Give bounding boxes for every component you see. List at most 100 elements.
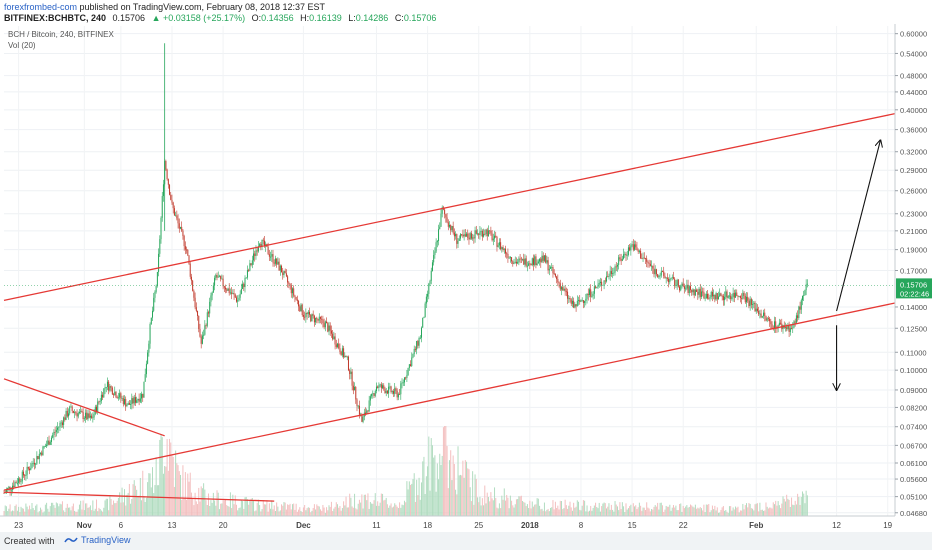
candle-body xyxy=(99,400,101,402)
candle-body xyxy=(194,297,196,308)
trend-line xyxy=(3,378,165,437)
candle-body xyxy=(374,391,376,396)
candle-body xyxy=(287,276,289,283)
candle-body xyxy=(116,397,118,399)
price-axis[interactable]: 0.60000 0.54000 0.48000 0.44000 0.40000 0.360… xyxy=(894,24,927,518)
candle-body xyxy=(255,250,257,256)
volume-bar xyxy=(702,510,704,516)
volume-bar xyxy=(451,480,453,516)
volume-bar xyxy=(614,501,616,516)
volume-bar xyxy=(310,512,312,516)
volume-bar xyxy=(753,510,755,516)
volume-bar xyxy=(612,509,614,516)
volume-bar xyxy=(293,503,295,516)
author-link[interactable]: forexfrombed-com xyxy=(4,2,78,12)
candle-body xyxy=(27,466,29,469)
candle-body xyxy=(621,258,623,261)
candle-body xyxy=(111,387,113,395)
candle-body xyxy=(192,280,194,291)
candle-body xyxy=(30,468,32,471)
candle-body xyxy=(296,299,298,301)
candle-body xyxy=(366,410,368,415)
volume-bar xyxy=(346,507,348,516)
price-chart[interactable]: 0.60000 0.54000 0.48000 0.44000 0.40000 0.360… xyxy=(0,24,932,532)
candle-body xyxy=(64,417,66,420)
volume-bar xyxy=(641,510,643,516)
candle-body xyxy=(130,403,132,405)
candle-body xyxy=(100,394,102,401)
time-axis[interactable]: 23 Nov 6 13 20 Dec 11 18 25 2018 8 15 22 Feb 12 19 xyxy=(0,515,895,530)
candle-body xyxy=(294,295,296,297)
volume-bar xyxy=(257,499,259,516)
candle-body xyxy=(550,267,552,269)
candle-body xyxy=(170,194,172,200)
candle-body xyxy=(333,336,335,340)
candle-body xyxy=(670,277,672,280)
volume-bar xyxy=(315,509,317,516)
candle-body xyxy=(14,482,16,487)
candle-body xyxy=(40,452,42,454)
volume-bar xyxy=(591,510,593,516)
volume-bar xyxy=(42,512,44,516)
candle-body xyxy=(769,318,771,322)
candle-body xyxy=(634,244,636,250)
volume-bar xyxy=(721,507,723,516)
candle-body xyxy=(449,224,450,227)
candle-body xyxy=(576,300,578,307)
volume-bar xyxy=(627,508,629,516)
volume-bar xyxy=(29,505,31,516)
volume-bar xyxy=(733,509,735,516)
volume-bar xyxy=(528,508,530,516)
tradingview-logo[interactable]: TradingView xyxy=(64,535,131,545)
volume-bar xyxy=(770,507,772,516)
volume-bar xyxy=(301,511,303,516)
candle-body xyxy=(534,256,536,265)
candle-body xyxy=(38,453,40,460)
volume-bar xyxy=(562,509,564,516)
volume-bar xyxy=(341,508,343,516)
candle-body xyxy=(748,300,750,307)
volume-bar xyxy=(646,502,648,516)
volume-bar xyxy=(668,506,670,516)
volume-bar xyxy=(7,511,9,516)
y-tick-label: 0.54000 xyxy=(900,49,927,58)
volume-bar xyxy=(498,503,500,516)
footer: Created with TradingView xyxy=(0,532,932,550)
volume-bar xyxy=(121,487,123,516)
y-tick-label: 0.10000 xyxy=(900,366,927,375)
volume-bar xyxy=(626,509,628,516)
volume-bar xyxy=(714,505,716,516)
candle-body xyxy=(328,325,330,332)
volume-bar xyxy=(52,502,54,516)
candle-body xyxy=(627,247,629,255)
candle-body xyxy=(240,288,242,294)
candle-body xyxy=(543,255,545,261)
volume-bar xyxy=(625,503,627,516)
volume-bar xyxy=(251,497,253,516)
volume-bar xyxy=(515,499,517,516)
volume-bar xyxy=(794,500,796,516)
candle-body xyxy=(763,312,765,317)
candle-body xyxy=(708,298,710,300)
candle-body xyxy=(270,256,272,258)
candle-body xyxy=(322,319,324,324)
candle-body xyxy=(96,406,98,412)
candle-body xyxy=(704,298,706,299)
candle-body xyxy=(254,253,256,256)
candle-body xyxy=(244,278,246,288)
candle-body xyxy=(759,313,761,315)
open-label: O: xyxy=(251,13,262,23)
volume-bar xyxy=(399,502,401,516)
volume-bar xyxy=(203,483,205,516)
candle-body xyxy=(758,310,760,315)
volume-bar xyxy=(588,510,590,516)
volume-bar xyxy=(595,502,597,516)
volume-bar xyxy=(59,503,61,516)
volume-bar xyxy=(305,510,307,516)
candle-body xyxy=(484,233,486,235)
tradingview-label: TradingView xyxy=(81,535,131,545)
volume-bar xyxy=(259,505,261,516)
volume-bar xyxy=(227,506,229,516)
volume-bar xyxy=(405,502,407,516)
candle-body xyxy=(770,321,772,325)
